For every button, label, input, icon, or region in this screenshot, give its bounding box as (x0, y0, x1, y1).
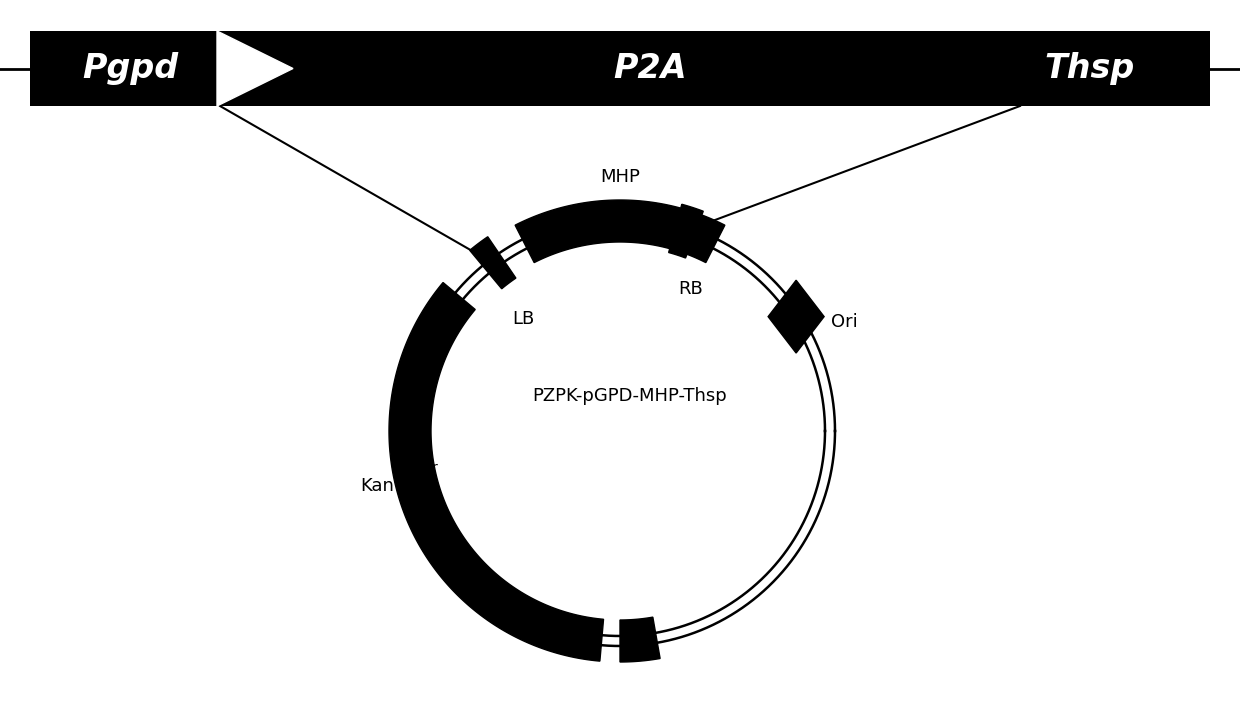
Polygon shape (470, 237, 516, 289)
Text: Thsp: Thsp (1045, 52, 1135, 85)
Text: Kan: Kan (360, 477, 394, 495)
Text: r: r (432, 461, 438, 475)
Polygon shape (389, 282, 604, 661)
Text: P2A: P2A (614, 52, 687, 85)
Text: PZPK-pGPD-MHP-Thsp: PZPK-pGPD-MHP-Thsp (533, 387, 728, 405)
Text: Pgpd: Pgpd (82, 52, 179, 85)
Polygon shape (515, 200, 725, 263)
Polygon shape (668, 204, 703, 258)
Text: MHP: MHP (600, 168, 640, 186)
Text: RB: RB (678, 280, 703, 297)
Polygon shape (768, 280, 825, 353)
Polygon shape (620, 617, 660, 662)
Polygon shape (217, 31, 293, 106)
Text: Ori: Ori (831, 313, 858, 330)
Text: LB: LB (512, 310, 534, 328)
Polygon shape (30, 31, 1210, 106)
